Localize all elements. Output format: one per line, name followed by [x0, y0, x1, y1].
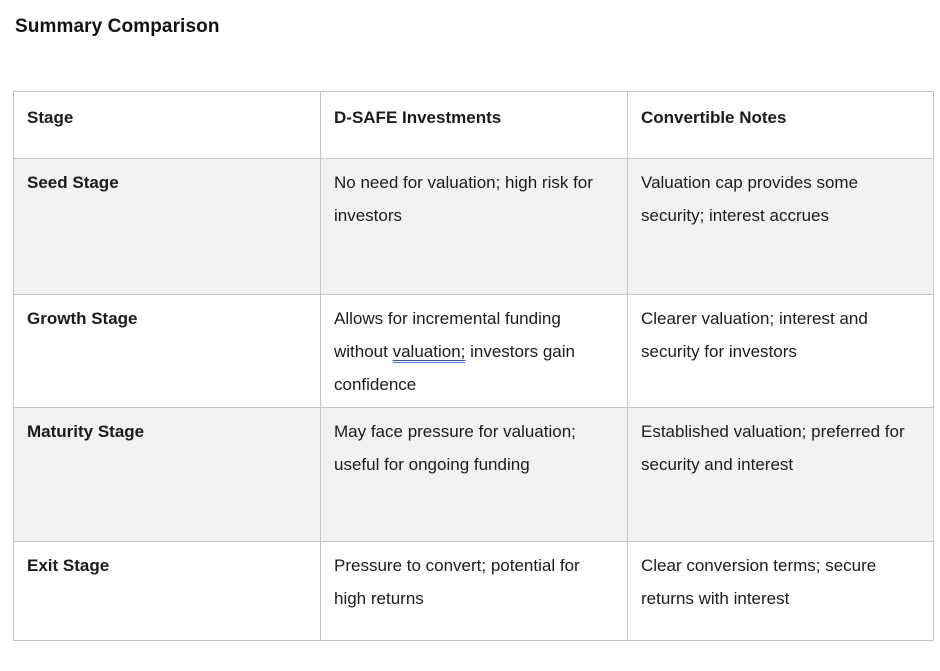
cell-dsafe: Allows for incremental funding without v…	[320, 294, 628, 408]
table-body: Seed Stage No need for valuation; high r…	[13, 158, 934, 641]
cell-notes: Clear conversion terms; secure returns w…	[627, 541, 934, 641]
cell-stage: Seed Stage	[13, 158, 321, 295]
cell-notes: Clearer valuation; interest and security…	[627, 294, 934, 408]
cell-dsafe: May face pressure for valuation; useful …	[320, 407, 628, 542]
grammar-suggestion-text[interactable]: valuation;	[392, 342, 466, 363]
cell-dsafe: No need for valuation; high risk for inv…	[320, 158, 628, 295]
table-row-seed-stage: Seed Stage No need for valuation; high r…	[13, 158, 934, 295]
header-row: Stage D-SAFE Investments Convertible Not…	[13, 91, 934, 159]
document-page: { "page": { "title": "Summary Comparison…	[0, 16, 940, 671]
cell-dsafe: Pressure to convert; potential for high …	[320, 541, 628, 641]
table-row-maturity-stage: Maturity Stage May face pressure for val…	[13, 407, 934, 542]
column-header-stage: Stage	[13, 91, 321, 159]
cell-stage: Exit Stage	[13, 541, 321, 641]
column-header-convertible-notes: Convertible Notes	[627, 91, 934, 159]
cell-stage: Growth Stage	[13, 294, 321, 408]
cell-text-segment: investors gain confidence	[334, 342, 575, 394]
column-header-dsafe-investments: D-SAFE Investments	[320, 91, 628, 159]
cell-text-segment: Allows for incremental funding without	[334, 309, 561, 361]
table-row-exit-stage: Exit Stage Pressure to convert; potentia…	[13, 541, 934, 641]
table-header: Stage D-SAFE Investments Convertible Not…	[13, 91, 934, 159]
cell-notes: Established valuation; preferred for sec…	[627, 407, 934, 542]
summary-comparison-table: Stage D-SAFE Investments Convertible Not…	[13, 91, 934, 641]
cell-stage: Maturity Stage	[13, 407, 321, 542]
page-title: Summary Comparison	[15, 16, 220, 37]
cell-notes: Valuation cap provides some security; in…	[627, 158, 934, 295]
table-row-growth-stage: Growth Stage Allows for incremental fund…	[13, 294, 934, 408]
